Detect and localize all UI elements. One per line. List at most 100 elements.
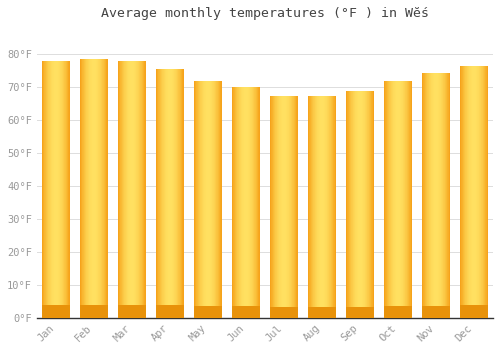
Bar [156,306,184,318]
Bar [313,96,314,318]
Bar [180,69,181,318]
Bar [238,88,239,318]
Bar [257,88,258,318]
Bar [99,60,100,318]
Bar [358,91,359,318]
Bar [288,96,289,318]
Bar [484,66,485,318]
Bar [287,96,288,318]
Bar [44,61,45,318]
Bar [207,81,208,318]
Bar [234,88,235,318]
Bar [134,61,136,318]
Bar [179,69,180,318]
Bar [469,66,470,318]
Bar [102,60,103,318]
Bar [129,61,130,318]
Bar [168,69,169,318]
Bar [167,69,168,318]
Bar [242,88,243,318]
Bar [364,91,365,318]
Bar [239,88,240,318]
Bar [91,60,92,318]
Bar [161,69,162,318]
Bar [248,88,249,318]
Bar [470,66,471,318]
Bar [214,81,215,318]
Bar [233,88,234,318]
Bar [424,72,425,318]
Bar [447,72,448,318]
Bar [80,60,82,318]
Bar [142,61,144,318]
Bar [273,96,274,318]
Bar [385,81,386,318]
Bar [283,96,284,318]
Bar [356,91,357,318]
Bar [175,69,176,318]
Bar [170,69,171,318]
Bar [235,88,236,318]
Bar [332,96,333,318]
Bar [130,61,131,318]
Bar [158,69,159,318]
Bar [56,61,57,318]
Bar [353,91,354,318]
Bar [433,72,434,318]
Bar [270,96,271,318]
Bar [315,96,316,318]
Bar [253,88,254,318]
Bar [293,96,294,318]
Bar [346,307,374,318]
Bar [138,61,140,318]
Bar [243,88,244,318]
Bar [274,96,275,318]
Bar [423,72,424,318]
Bar [60,61,61,318]
Bar [118,61,119,318]
Bar [361,91,362,318]
Bar [465,66,466,318]
Bar [206,81,207,318]
Bar [289,96,290,318]
Bar [366,91,367,318]
Bar [321,96,322,318]
Bar [327,96,328,318]
Bar [259,88,260,318]
Bar [92,60,94,318]
Bar [174,69,175,318]
Bar [172,69,174,318]
Bar [373,91,374,318]
Bar [445,72,446,318]
Bar [98,60,99,318]
Bar [290,96,291,318]
Bar [195,81,196,318]
Bar [87,60,88,318]
Bar [471,66,472,318]
Bar [384,306,412,318]
Bar [61,61,62,318]
Bar [255,88,256,318]
Bar [397,81,398,318]
Bar [436,72,437,318]
Bar [80,305,108,318]
Bar [144,61,145,318]
Bar [106,60,107,318]
Bar [107,60,108,318]
Bar [443,72,444,318]
Bar [246,88,247,318]
Bar [194,81,195,318]
Bar [409,81,410,318]
Bar [163,69,164,318]
Bar [430,72,431,318]
Bar [318,96,319,318]
Bar [355,91,356,318]
Bar [46,61,48,318]
Bar [63,61,64,318]
Bar [180,69,182,318]
Bar [120,61,121,318]
Bar [50,61,51,318]
Bar [216,81,217,318]
Bar [440,72,441,318]
Bar [124,61,125,318]
